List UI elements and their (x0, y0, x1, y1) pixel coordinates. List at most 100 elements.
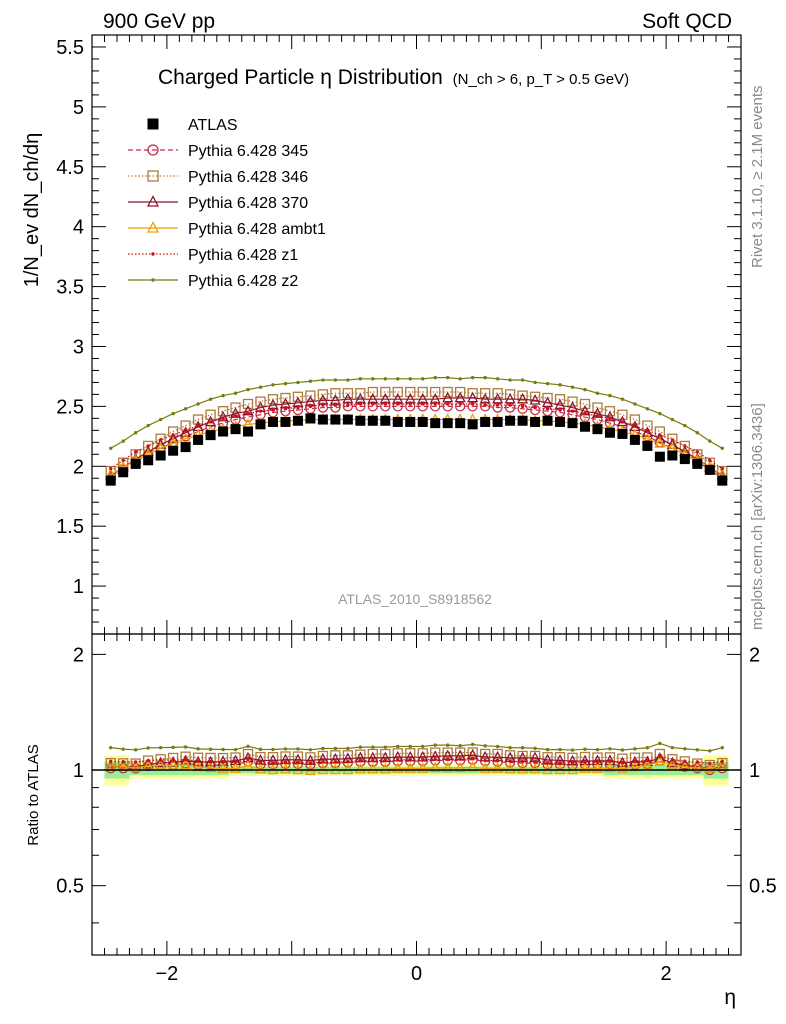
data-point (558, 383, 562, 387)
legend-entry: Pythia 6.428 z2 (128, 273, 298, 290)
ratio-point (383, 758, 387, 763)
data-point (529, 394, 541, 405)
ratio-point (183, 757, 188, 762)
legend-label: Pythia 6.428 z2 (188, 273, 298, 290)
data-point (654, 437, 666, 448)
data-point (146, 444, 150, 448)
legend-entry: ATLAS (147, 117, 238, 134)
data-point (433, 375, 437, 380)
ratio-series-pythia-6-428-z2 (109, 741, 724, 753)
data-point (620, 397, 625, 401)
data-point (396, 402, 400, 406)
data-point (654, 432, 666, 443)
main-ytick-label: 4.5 (56, 157, 84, 179)
data-point (183, 428, 188, 433)
ratio-point (408, 744, 412, 749)
data-point (230, 424, 241, 435)
data-point (317, 414, 328, 425)
ratio-point (171, 745, 175, 750)
ratio-point (142, 758, 154, 769)
legend-entry: Pythia 6.428 345 (128, 143, 308, 160)
ratio-point (508, 759, 512, 763)
legend: ATLAS Pythia 6.428 345 Pythia 6.428 346 Pyt… (128, 117, 326, 290)
series-pythia-6-428-z1 (109, 402, 724, 471)
ratio-point (109, 745, 113, 750)
data-point (246, 387, 250, 392)
ratio-point (321, 746, 325, 751)
data-point (255, 419, 266, 430)
data-point (570, 385, 575, 389)
data-point (495, 403, 500, 407)
data-point (133, 450, 138, 454)
data-point (545, 407, 550, 411)
ratio-point (233, 760, 238, 764)
data-point (430, 386, 441, 398)
ratio-point (221, 760, 225, 764)
data-point (421, 402, 425, 406)
ratio-ytick-label: 1 (73, 760, 84, 782)
data-point (583, 411, 587, 416)
data-point (196, 423, 200, 428)
data-point (558, 408, 562, 412)
data-point (720, 446, 724, 451)
data-point (296, 380, 300, 385)
data-point (658, 411, 662, 416)
legend-label: Pythia 6.428 370 (188, 195, 308, 212)
ratio-point (204, 761, 217, 773)
data-point (342, 388, 354, 399)
data-point (171, 411, 175, 416)
ratio-point (208, 747, 213, 751)
data-point (168, 445, 179, 456)
ratio-point (367, 748, 378, 760)
data-point (608, 416, 612, 421)
data-point (330, 402, 341, 413)
ratio-point (105, 757, 116, 769)
ratio-point (408, 758, 412, 762)
data-point (492, 392, 504, 404)
legend-label: ATLAS (188, 117, 238, 134)
ratio-point (146, 758, 150, 763)
header-left: 900 GeV pp (103, 10, 215, 33)
data-point (143, 455, 154, 466)
legend-entry: Pythia 6.428 370 (128, 195, 308, 212)
data-point (604, 427, 615, 438)
ratio-point (171, 758, 175, 762)
ratio-point (405, 748, 416, 759)
ratio-point (633, 759, 637, 763)
ratio-line (110, 759, 723, 771)
ratio-point (520, 760, 525, 764)
data-point (517, 390, 528, 401)
ratio-point (695, 748, 700, 752)
data-point (633, 423, 637, 428)
data-point (683, 423, 687, 428)
data-point (508, 378, 512, 382)
ratio-point (330, 750, 341, 761)
data-point (530, 416, 541, 427)
data-point (208, 420, 213, 424)
data-point (218, 426, 229, 437)
ratio-point (133, 748, 138, 752)
ratio-point (654, 755, 666, 766)
ratio-point (367, 762, 379, 774)
data-point (704, 464, 715, 475)
data-point (342, 392, 354, 404)
data-point (517, 415, 528, 426)
data-point (467, 419, 478, 430)
ratio-point (233, 747, 238, 752)
ratio-point (271, 747, 275, 752)
data-point (280, 392, 291, 404)
data-point (670, 438, 675, 442)
ratio-point (604, 754, 616, 766)
data-point (146, 423, 150, 428)
ratio-point (533, 760, 537, 764)
data-point (317, 389, 329, 400)
ratio-point (583, 747, 587, 751)
data-point (233, 391, 238, 395)
ratio-ytick-label-right: 2 (749, 644, 760, 666)
ratio-point (246, 757, 250, 762)
data-point (305, 390, 316, 401)
ratio-point (258, 760, 263, 765)
ratio-point (683, 759, 687, 764)
ratio-point (679, 758, 691, 770)
data-point (355, 388, 366, 399)
